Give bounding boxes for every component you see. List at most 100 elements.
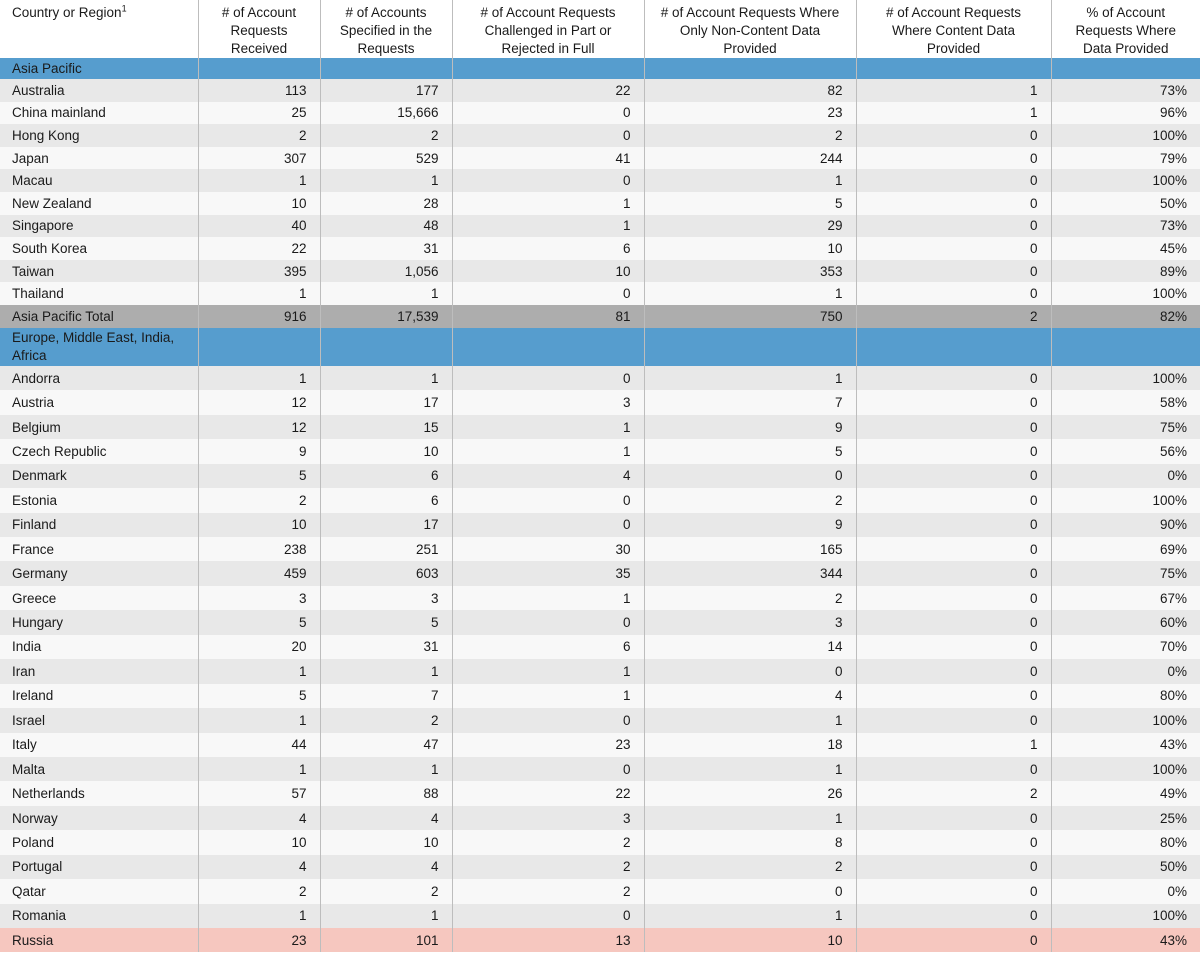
value-cell: 67% <box>1051 585 1200 611</box>
section-header-cell <box>320 327 453 366</box>
value-cell: 344 <box>644 561 857 586</box>
value-cell: 5 <box>198 610 321 635</box>
value-cell: 30 <box>452 537 645 562</box>
value-cell: 90% <box>1051 512 1200 537</box>
value-cell: 1 <box>198 169 321 192</box>
value-cell: 2 <box>320 708 453 733</box>
value-cell: 7 <box>320 683 453 709</box>
country-row-poland: Poland 10 10 2 8 0 80% <box>0 830 1200 855</box>
value-cell: 1 <box>198 365 321 391</box>
value-cell: 5 <box>198 463 321 489</box>
country-row-australia: Australia 113 177 22 82 1 73% <box>0 79 1200 102</box>
value-cell: 23 <box>644 101 857 125</box>
country-row-india: India 20 31 6 14 0 70% <box>0 634 1200 660</box>
value-cell: 0 <box>856 237 1052 260</box>
country-name: Ireland <box>0 683 199 709</box>
country-row-hungary: Hungary 5 5 0 3 0 60% <box>0 610 1200 635</box>
value-cell: 9 <box>198 439 321 464</box>
value-cell: 70% <box>1051 634 1200 660</box>
value-cell: 1 <box>452 414 645 440</box>
value-cell: 17 <box>320 390 453 415</box>
value-cell: 0 <box>856 854 1052 880</box>
section-header-row: Europe, Middle East, India, Africa <box>0 327 1200 366</box>
total-value-cell: 82% <box>1051 304 1200 328</box>
value-cell: 0 <box>856 634 1052 660</box>
country-row-germany: Germany 459 603 35 344 0 75% <box>0 561 1200 586</box>
value-cell: 3 <box>452 805 645 831</box>
value-cell: 5 <box>644 191 857 215</box>
value-cell: 60% <box>1051 610 1200 635</box>
total-label: Asia Pacific Total <box>0 304 199 328</box>
value-cell: 35 <box>452 561 645 586</box>
value-cell: 1 <box>452 585 645 611</box>
value-cell: 100% <box>1051 365 1200 391</box>
value-cell: 75% <box>1051 414 1200 440</box>
value-cell: 0 <box>856 214 1052 238</box>
value-cell: 5 <box>320 610 453 635</box>
country-name: Finland <box>0 512 199 537</box>
section-header-cell <box>1051 58 1200 79</box>
value-cell: 353 <box>644 259 857 283</box>
value-cell: 0% <box>1051 879 1200 904</box>
country-row-estonia: Estonia 2 6 0 2 0 100% <box>0 488 1200 513</box>
value-cell: 2 <box>320 879 453 904</box>
value-cell: 459 <box>198 561 321 586</box>
value-cell: 100% <box>1051 488 1200 513</box>
value-cell: 31 <box>320 634 453 660</box>
value-cell: 2 <box>644 488 857 513</box>
value-cell: 2 <box>198 879 321 904</box>
value-cell: 10 <box>644 237 857 260</box>
value-cell: 0 <box>452 488 645 513</box>
country-name: Israel <box>0 708 199 733</box>
value-cell: 17 <box>320 512 453 537</box>
value-cell: 0 <box>856 756 1052 782</box>
country-name: Malta <box>0 756 199 782</box>
value-cell: 1 <box>452 214 645 238</box>
value-cell: 0 <box>856 537 1052 562</box>
value-cell: 100% <box>1051 124 1200 147</box>
value-cell: 0 <box>452 512 645 537</box>
country-row-finland: Finland 10 17 0 9 0 90% <box>0 512 1200 537</box>
value-cell: 1 <box>452 439 645 464</box>
total-value-cell: 2 <box>856 304 1052 328</box>
value-cell: 31 <box>320 237 453 260</box>
table-header-row: Country or Region1 # of Account Requests … <box>0 0 1200 58</box>
total-value-cell: 916 <box>198 304 321 328</box>
column-header-1: # of Account Requests Received <box>198 0 321 58</box>
value-cell: 13 <box>452 928 645 953</box>
section-header-cell <box>1051 327 1200 366</box>
section-header-cell <box>452 58 645 79</box>
value-cell: 8 <box>644 830 857 855</box>
value-cell: 0 <box>856 903 1052 928</box>
country-name: Poland <box>0 830 199 855</box>
value-cell: 44 <box>198 732 321 757</box>
country-row-iran: Iran 1 1 1 0 0 0% <box>0 659 1200 684</box>
value-cell: 5 <box>198 683 321 709</box>
country-name: Austria <box>0 390 199 415</box>
country-name: Qatar <box>0 879 199 904</box>
value-cell: 69% <box>1051 537 1200 562</box>
country-row-thailand: Thailand 1 1 0 1 0 100% <box>0 282 1200 305</box>
value-cell: 28 <box>320 191 453 215</box>
value-cell: 0 <box>856 683 1052 709</box>
value-cell: 9 <box>644 414 857 440</box>
value-cell: 1 <box>452 659 645 684</box>
country-row-japan: Japan 307 529 41 244 0 79% <box>0 146 1200 170</box>
value-cell: 2 <box>198 124 321 147</box>
value-cell: 0 <box>856 585 1052 611</box>
value-cell: 244 <box>644 146 857 170</box>
section-header-cell <box>198 327 321 366</box>
value-cell: 1 <box>856 79 1052 102</box>
table-body: Asia Pacific Australia 113 177 22 82 1 73% China… <box>0 58 1200 953</box>
value-cell: 80% <box>1051 683 1200 709</box>
total-value-cell: 750 <box>644 304 857 328</box>
value-cell: 1 <box>452 683 645 709</box>
value-cell: 4 <box>198 854 321 880</box>
value-cell: 113 <box>198 79 321 102</box>
value-cell: 101 <box>320 928 453 953</box>
country-name: Netherlands <box>0 781 199 806</box>
country-name: Czech Republic <box>0 439 199 464</box>
value-cell: 4 <box>320 805 453 831</box>
value-cell: 2 <box>452 879 645 904</box>
